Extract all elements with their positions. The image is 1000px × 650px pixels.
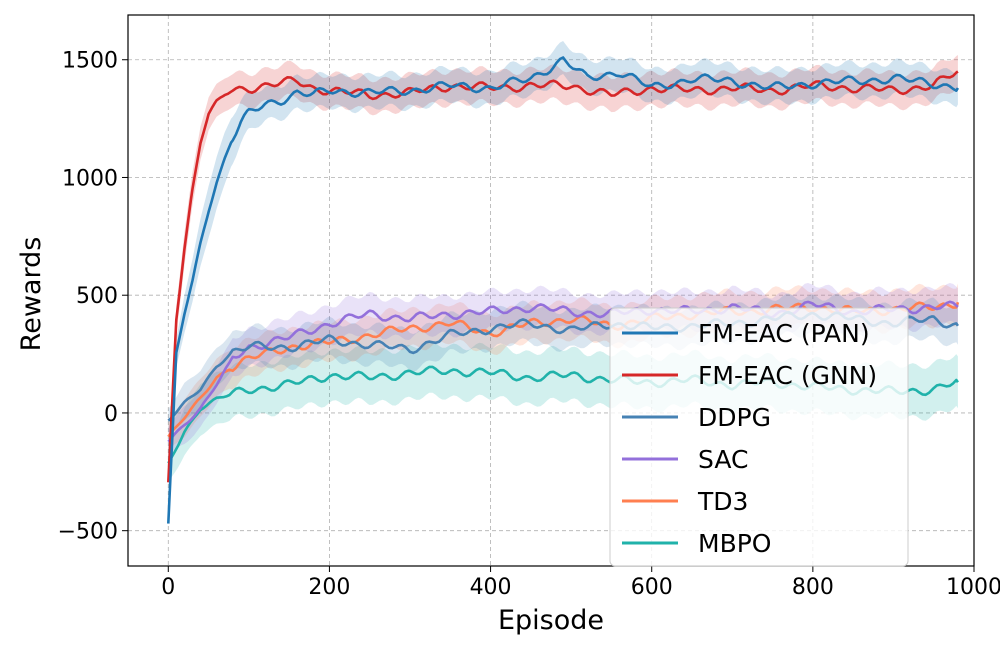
legend-box [609,307,909,567]
legend-label: MBPO [698,529,771,558]
series-line [167,70,959,483]
y-axis-label: Rewards [16,237,47,352]
axis-ticks: 0 200 400 600 800 1000 −500 0 500 1000 1500 [58,49,1000,600]
legend-label: FM-EAC (GNN) [698,361,877,390]
legend-label: TD3 [697,487,748,516]
y-tick-label: 500 [76,284,118,309]
y-tick-label: 1000 [62,166,118,191]
x-tick-label: 800 [792,575,834,600]
legend-label: FM-EAC (PAN) [698,319,870,348]
x-tick-label: 1000 [946,575,1000,600]
x-tick-label: 600 [631,575,673,600]
series-line [167,300,959,443]
plot-frame [127,14,975,567]
legend-label: DDPG [698,403,771,432]
series-band [168,55,958,483]
x-tick-label: 200 [308,575,350,600]
x-tick-label: 400 [470,575,512,600]
x-axis-label: Episode [498,605,604,636]
y-tick-label: 1500 [62,49,118,74]
y-tick-label: −500 [58,520,118,545]
series-line [167,56,960,524]
legend: FM-EAC (PAN) FM-EAC (GNN) DDPG SAC TD3 MBPO [609,307,909,567]
y-tick-label: 0 [104,402,118,427]
grid-lines [128,15,975,566]
legend-label: SAC [698,445,748,474]
x-tick-label: 0 [161,575,175,600]
